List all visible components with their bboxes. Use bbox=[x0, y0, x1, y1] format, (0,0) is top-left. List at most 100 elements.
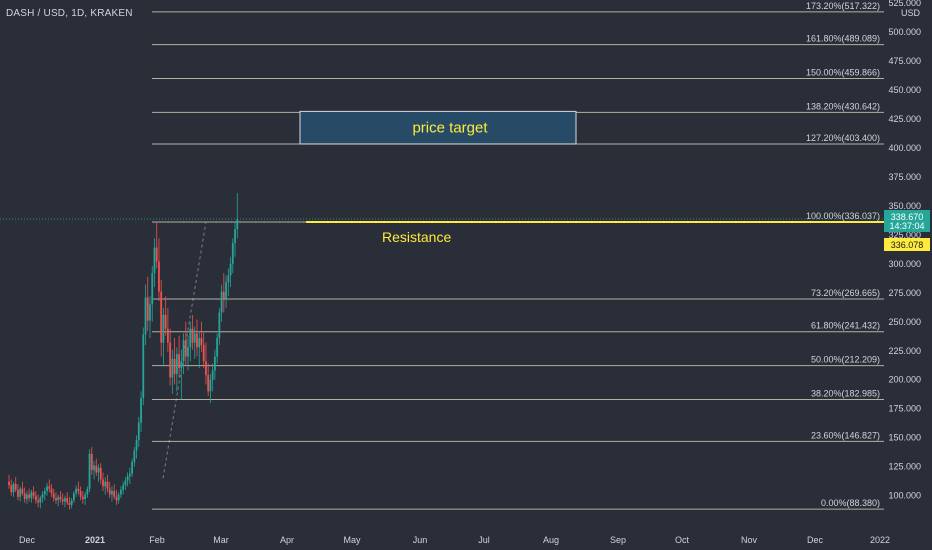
x-tick-label: Aug bbox=[543, 535, 559, 545]
candle-body bbox=[202, 344, 205, 362]
candle-body bbox=[37, 500, 39, 503]
candle-body bbox=[178, 354, 180, 369]
time-axis[interactable]: Dec 2021 Feb Mar Apr May Jun Jul Aug Sep Oct Nov Dec… bbox=[19, 535, 890, 545]
candle-body bbox=[113, 491, 116, 497]
candle-body bbox=[227, 275, 230, 283]
y-tick-label: 425.000 bbox=[888, 114, 921, 124]
candle-body bbox=[104, 481, 107, 487]
y-tick-label: 125.000 bbox=[888, 462, 921, 472]
countdown-value: 14:37:04 bbox=[889, 221, 924, 231]
x-tick-label: May bbox=[343, 535, 361, 545]
candle-body bbox=[142, 334, 145, 399]
candle-body bbox=[135, 440, 138, 451]
candle-body bbox=[73, 493, 75, 501]
fib-label: 138.20%(430.642) bbox=[806, 101, 880, 111]
fib-label: 73.20%(269.665) bbox=[811, 288, 880, 298]
y-tick-label: 350.000 bbox=[888, 201, 921, 211]
candle-body bbox=[59, 496, 62, 500]
candle-body bbox=[95, 465, 98, 473]
price-target-box[interactable]: price target bbox=[299, 110, 577, 145]
candle-body bbox=[61, 499, 64, 502]
price-axis[interactable]: 100.000 125.000 150.000 175.000 200.000 225.0… bbox=[884, 0, 932, 550]
candle-body bbox=[155, 247, 158, 262]
candle-body bbox=[90, 453, 93, 471]
candle-body bbox=[115, 496, 118, 501]
fib-label: 38.20%(182.985) bbox=[811, 388, 880, 398]
candle-body bbox=[137, 422, 140, 441]
candle-body bbox=[182, 340, 185, 362]
candle-body bbox=[196, 333, 198, 348]
candle-body bbox=[198, 338, 201, 348]
candle-body bbox=[39, 497, 42, 503]
candle-body bbox=[126, 475, 129, 481]
candle-body bbox=[146, 297, 149, 321]
fib-label: 0.00%(88.380) bbox=[821, 498, 880, 508]
candle-body bbox=[166, 328, 169, 343]
last-price-badge[interactable] bbox=[884, 209, 930, 232]
x-tick-label: Feb bbox=[149, 535, 165, 545]
price-axis-panel bbox=[884, 0, 932, 550]
candle-body bbox=[216, 338, 219, 357]
y-tick-label: 200.000 bbox=[888, 375, 921, 385]
candle-body bbox=[28, 494, 31, 498]
candle-body bbox=[225, 282, 227, 299]
candle-body bbox=[41, 494, 44, 498]
candle-body bbox=[21, 488, 24, 494]
x-tick-label: Dec bbox=[19, 535, 36, 545]
candle-body bbox=[220, 291, 223, 313]
candle-body bbox=[173, 358, 176, 374]
candle-body bbox=[222, 291, 225, 299]
candle-body bbox=[52, 493, 55, 498]
candle-body bbox=[158, 261, 160, 292]
candle-body bbox=[30, 492, 33, 498]
candle-body bbox=[205, 361, 207, 376]
fib-label: 61.80%(241.432) bbox=[811, 321, 880, 331]
y-tick-label: 250.000 bbox=[888, 317, 921, 327]
y-tick-label: 400.000 bbox=[888, 143, 921, 153]
candle-body bbox=[171, 358, 174, 378]
target-label: price target bbox=[412, 120, 488, 137]
candle-body bbox=[26, 494, 28, 500]
candle-body bbox=[187, 347, 189, 357]
fib-label: 161.80%(489.089) bbox=[806, 34, 880, 44]
x-tick-label: Sep bbox=[610, 535, 626, 545]
candle-body bbox=[160, 291, 163, 343]
candle-body bbox=[128, 473, 131, 476]
candle-body bbox=[8, 481, 10, 486]
candle-body bbox=[99, 467, 102, 480]
candle-body bbox=[131, 462, 133, 474]
candle-body bbox=[19, 488, 22, 497]
fib-label: 173.20%(517.322) bbox=[806, 1, 880, 11]
candle-body bbox=[48, 486, 51, 489]
candle-body bbox=[234, 229, 236, 243]
candle-body bbox=[88, 453, 91, 489]
resistance-line[interactable]: Resistance bbox=[306, 220, 884, 245]
candle-body bbox=[23, 493, 26, 500]
candle-body bbox=[55, 497, 57, 501]
candle-body bbox=[149, 304, 151, 321]
candle-body bbox=[17, 489, 19, 497]
candle-body bbox=[153, 247, 156, 274]
candle-body bbox=[70, 500, 73, 505]
y-tick-label: 150.000 bbox=[888, 433, 921, 443]
target-box[interactable] bbox=[299, 110, 577, 145]
candle-body bbox=[102, 479, 104, 487]
y-tick-label: 225.000 bbox=[888, 346, 921, 356]
candle-body bbox=[207, 375, 210, 392]
x-tick-label: Dec bbox=[807, 535, 824, 545]
x-tick-label: Jul bbox=[478, 535, 490, 545]
fib-label: 23.60%(146.827) bbox=[811, 430, 880, 440]
resistance-price-badge[interactable] bbox=[884, 237, 930, 251]
resistance-label: Resistance bbox=[382, 229, 451, 245]
candle-body bbox=[180, 361, 183, 369]
y-tick-label: 375.000 bbox=[888, 172, 921, 182]
candle-body bbox=[231, 242, 234, 264]
candle-body bbox=[162, 314, 165, 343]
x-tick-label: 2022 bbox=[870, 535, 890, 545]
candle-body bbox=[193, 333, 196, 343]
candle-body bbox=[184, 340, 187, 357]
candle-body bbox=[164, 314, 167, 329]
candle-body bbox=[218, 312, 221, 339]
